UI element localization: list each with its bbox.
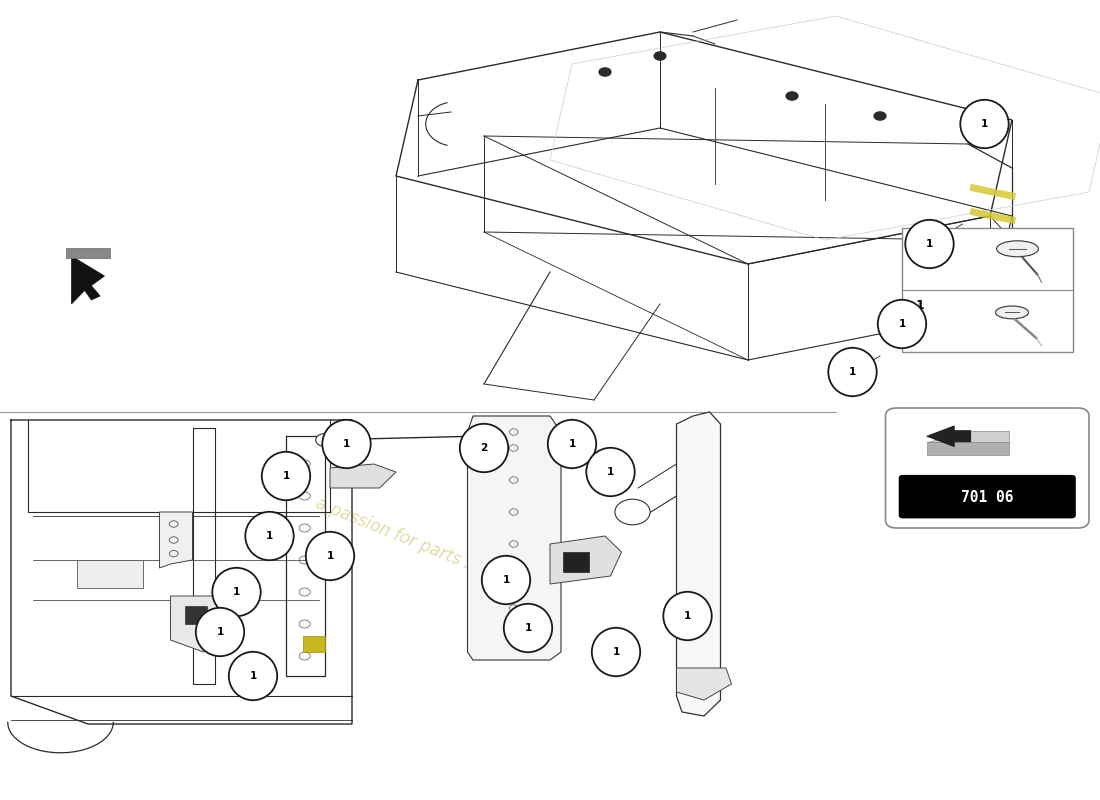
FancyBboxPatch shape xyxy=(926,442,1009,454)
Circle shape xyxy=(785,91,799,101)
Polygon shape xyxy=(170,596,231,652)
FancyBboxPatch shape xyxy=(902,228,1072,352)
Polygon shape xyxy=(563,552,589,572)
Circle shape xyxy=(615,499,650,525)
Ellipse shape xyxy=(905,220,954,268)
FancyBboxPatch shape xyxy=(886,408,1089,528)
Ellipse shape xyxy=(482,556,530,604)
Polygon shape xyxy=(160,512,192,568)
Ellipse shape xyxy=(996,306,1028,318)
Polygon shape xyxy=(926,426,970,446)
Text: 1: 1 xyxy=(849,367,856,377)
Ellipse shape xyxy=(460,424,508,472)
Polygon shape xyxy=(77,560,143,588)
Polygon shape xyxy=(550,536,622,584)
Polygon shape xyxy=(468,416,561,660)
Ellipse shape xyxy=(663,592,712,640)
Text: 1: 1 xyxy=(915,299,924,313)
Text: 1: 1 xyxy=(327,551,333,561)
Ellipse shape xyxy=(586,448,635,496)
Text: 1: 1 xyxy=(217,627,223,637)
Polygon shape xyxy=(926,430,1010,442)
Text: 701 06: 701 06 xyxy=(961,490,1013,506)
Ellipse shape xyxy=(196,608,244,656)
Ellipse shape xyxy=(997,241,1038,257)
Text: 1: 1 xyxy=(525,623,531,633)
Ellipse shape xyxy=(504,604,552,652)
Text: 1: 1 xyxy=(981,119,988,129)
Ellipse shape xyxy=(960,100,1009,148)
Text: 1: 1 xyxy=(613,647,619,657)
Ellipse shape xyxy=(229,652,277,700)
Circle shape xyxy=(873,111,887,121)
Ellipse shape xyxy=(878,300,926,348)
Text: a passion for parts since...: a passion for parts since... xyxy=(314,494,522,594)
Ellipse shape xyxy=(592,628,640,676)
Ellipse shape xyxy=(245,512,294,560)
Polygon shape xyxy=(185,606,207,624)
Text: 1: 1 xyxy=(250,671,256,681)
Text: 1: 1 xyxy=(607,467,614,477)
Circle shape xyxy=(598,67,612,77)
Circle shape xyxy=(653,51,667,61)
FancyBboxPatch shape xyxy=(899,475,1076,518)
Text: 1: 1 xyxy=(684,611,691,621)
Polygon shape xyxy=(72,256,104,304)
Circle shape xyxy=(316,434,333,446)
Text: 1: 1 xyxy=(503,575,509,585)
Text: 2: 2 xyxy=(481,443,487,453)
Ellipse shape xyxy=(828,348,877,396)
FancyBboxPatch shape xyxy=(66,248,110,258)
Text: 1: 1 xyxy=(899,319,905,329)
Polygon shape xyxy=(302,636,324,652)
Polygon shape xyxy=(676,668,732,700)
Ellipse shape xyxy=(322,420,371,468)
Text: 2: 2 xyxy=(915,238,924,250)
Ellipse shape xyxy=(262,452,310,500)
Ellipse shape xyxy=(306,532,354,580)
Text: 1: 1 xyxy=(266,531,273,541)
Ellipse shape xyxy=(212,568,261,616)
Ellipse shape xyxy=(548,420,596,468)
Text: 1: 1 xyxy=(343,439,350,449)
Text: 1: 1 xyxy=(233,587,240,597)
Polygon shape xyxy=(330,464,396,488)
Polygon shape xyxy=(676,412,720,716)
Text: 1: 1 xyxy=(926,239,933,249)
Text: 1: 1 xyxy=(283,471,289,481)
Text: 1: 1 xyxy=(569,439,575,449)
